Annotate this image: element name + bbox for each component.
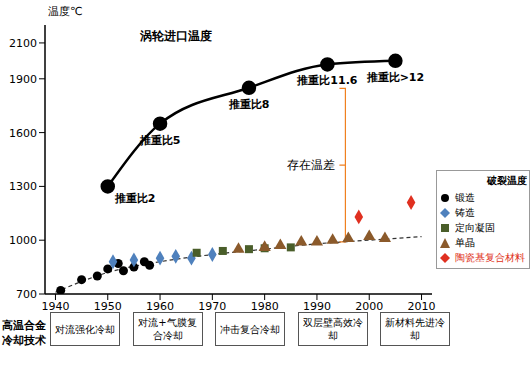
html-text:锻造: 锻造: [455, 191, 475, 203]
html-text:对流+气膜复合冷却: 对流+气膜复合冷却: [138, 317, 197, 341]
html-text:对流强化冷却: 对流强化冷却: [55, 323, 115, 335]
html-text:新材料先进冷却: 新材料先进冷却: [385, 317, 445, 341]
svg-text:1300: 1300: [9, 180, 37, 193]
svg-text:推重比8: 推重比8: [228, 98, 270, 111]
svg-text:2010: 2010: [408, 300, 436, 313]
svg-text:1990: 1990: [303, 300, 331, 313]
svg-text:1960: 1960: [146, 300, 174, 313]
svg-text:1970: 1970: [198, 300, 226, 313]
svg-text:2000: 2000: [355, 300, 383, 313]
svg-text:1600: 1600: [9, 127, 37, 140]
svg-text:推重比2: 推重比2: [114, 192, 156, 205]
svg-text:700: 700: [16, 288, 37, 301]
html-text:单晶: 单晶: [455, 236, 475, 248]
svg-text:2100: 2100: [9, 37, 37, 50]
html-text:温度℃: 温度℃: [48, 5, 83, 18]
svg-text:推重比>12: 推重比>12: [366, 71, 425, 84]
svg-text:1950: 1950: [94, 300, 122, 313]
svg-text:1000: 1000: [9, 234, 37, 247]
html-text:铸造: 铸造: [455, 206, 475, 218]
html-text:双层壁高效冷却: 双层壁高效冷却: [302, 317, 363, 341]
svg-text:1900: 1900: [9, 73, 37, 86]
svg-text:推重比5: 推重比5: [139, 134, 181, 147]
svg-text:推重比11.6: 推重比11.6: [296, 74, 357, 87]
html-text:定向凝固: 定向凝固: [455, 221, 495, 233]
html-text:破裂温度: 破裂温度: [487, 175, 527, 186]
html-text:高温合金冷却技术: 高温合金冷却技术: [2, 319, 46, 347]
html-text:涡轮进口温度: 涡轮进口温度: [140, 29, 212, 43]
html-text:陶瓷基复合材料: 陶瓷基复合材料: [455, 251, 525, 263]
svg-text:1940: 1940: [41, 300, 69, 313]
svg-text:存在温差: 存在温差: [287, 158, 335, 172]
svg-text:1980: 1980: [251, 300, 279, 313]
html-text:冲击复合冷却: 冲击复合冷却: [220, 323, 280, 335]
